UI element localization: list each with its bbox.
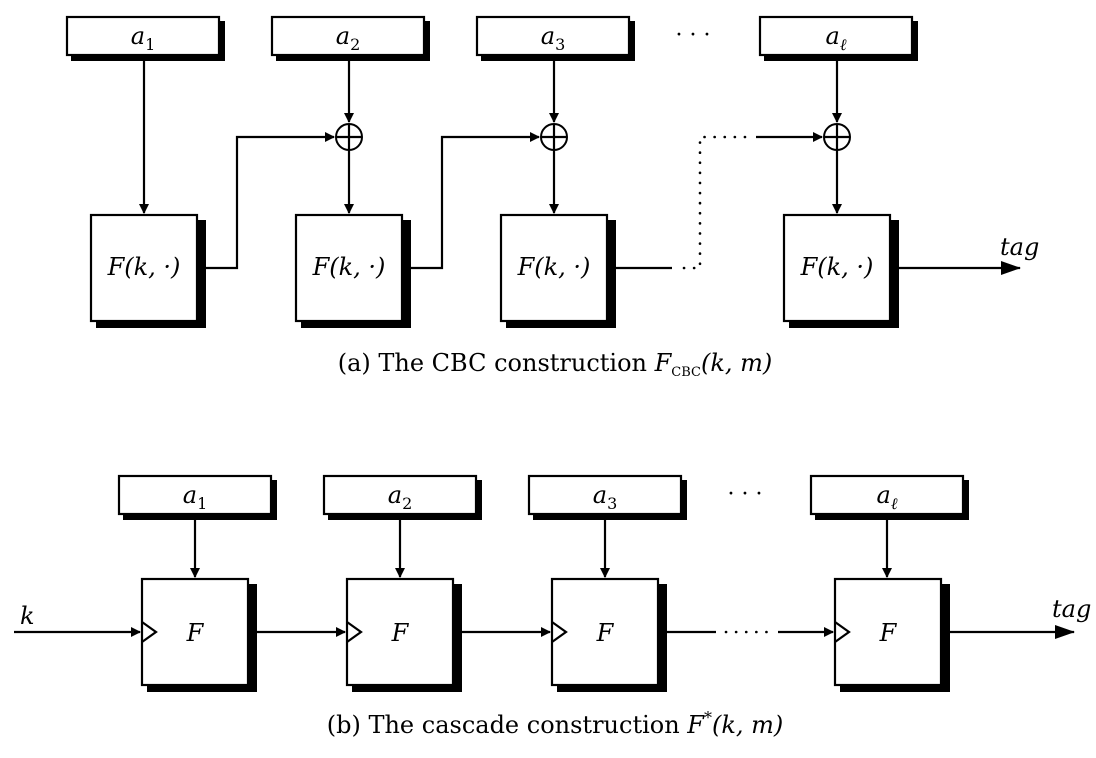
svg-text:F: F (391, 619, 410, 647)
cbc-xor-2 (335, 123, 363, 151)
cascade-inputs-ellipsis: · · · (728, 482, 763, 507)
cbc-xor-l (823, 123, 851, 151)
svg-text:a3: a3 (593, 481, 618, 513)
cascade-key-label: k (20, 602, 35, 630)
cbc-wires (139, 61, 1021, 275)
svg-text:F: F (879, 619, 898, 647)
cascade-wires (14, 520, 1075, 639)
svg-text:F(k, ·): F(k, ·) (312, 253, 386, 281)
cbc-block-2: F(k, ·) (294, 213, 411, 328)
cbc-block-1: F(k, ·) (89, 213, 206, 328)
cascade-input-2: a2 (322, 474, 482, 520)
svg-text:F(k, ·): F(k, ·) (107, 253, 181, 281)
svg-text:a2: a2 (388, 481, 413, 513)
svg-text:F: F (596, 619, 615, 647)
cascade-block-l: F (833, 577, 950, 692)
cbc-xor-3 (540, 123, 568, 151)
svg-text:aℓ: aℓ (826, 22, 847, 54)
cascade-block-2: F (345, 577, 462, 692)
cbc-caption: (a) The CBC construction FCBC(k, m) (338, 349, 773, 380)
svg-text:F(k, ·): F(k, ·) (800, 253, 874, 281)
cascade-diagram: a1 a2 a3 · · · aℓ F F (14, 474, 1091, 739)
svg-text:a3: a3 (541, 22, 566, 54)
cascade-input-3: a3 (527, 474, 687, 520)
cbc-diagram: a1 a2 a3 · · · aℓ F(k, ·) F(k, ·) (65, 15, 1039, 380)
cascade-block-1: F (140, 577, 257, 692)
svg-text:F(k, ·): F(k, ·) (517, 253, 591, 281)
cascade-caption: (b) The cascade construction F*(k, m) (327, 708, 784, 739)
cbc-block-3: F(k, ·) (499, 213, 616, 328)
cascade-block-3: F (550, 577, 667, 692)
svg-text:a2: a2 (336, 22, 361, 54)
svg-text:aℓ: aℓ (877, 481, 898, 513)
svg-text:a1: a1 (131, 22, 156, 54)
cascade-output-label: tag (1052, 595, 1091, 623)
cbc-inputs-ellipsis: · · · (676, 23, 711, 48)
svg-text:a1: a1 (183, 481, 208, 513)
cascade-input-1: a1 (117, 474, 277, 520)
cbc-input-l: aℓ (758, 15, 918, 61)
svg-text:F: F (186, 619, 205, 647)
cascade-input-l: aℓ (809, 474, 969, 520)
cbc-output-label: tag (1000, 233, 1039, 261)
cbc-input-1: a1 (65, 15, 225, 61)
cbc-input-3: a3 (475, 15, 635, 61)
cbc-block-l: F(k, ·) (782, 213, 899, 328)
cbc-input-2: a2 (270, 15, 430, 61)
